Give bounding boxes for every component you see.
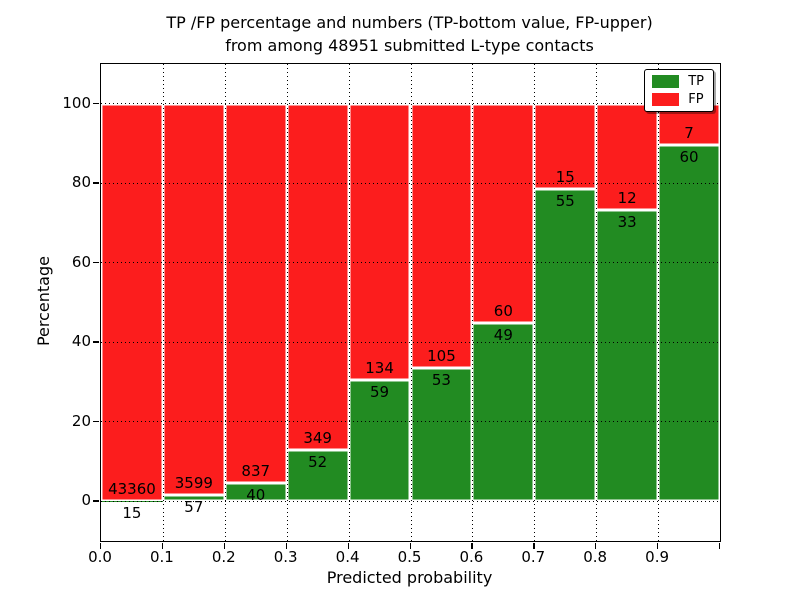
x-tick-label: 0.8 <box>583 548 608 566</box>
chart-title-line1: TP /FP percentage and numbers (TP-bottom… <box>166 13 653 32</box>
chart-title-line2: from among 48951 submitted L-type contac… <box>225 36 594 55</box>
tp-count-label: 52 <box>308 452 328 471</box>
v-gridline <box>658 64 660 541</box>
x-tick-mark <box>533 543 535 549</box>
y-tick-mark <box>93 261 99 264</box>
x-tick-mark <box>223 543 226 549</box>
x-tick-label: 0.7 <box>521 548 546 566</box>
tp-count-label: 60 <box>679 148 699 167</box>
fp-bar-segment <box>410 103 473 368</box>
fp-bar-segment <box>472 103 535 323</box>
legend-entry-fp: FP <box>652 93 704 106</box>
chart-title: TP /FP percentage and numbers (TP-bottom… <box>100 11 719 57</box>
tp-bar-segment <box>534 188 597 502</box>
y-tick-mark <box>93 420 99 423</box>
x-tick-mark <box>409 543 411 549</box>
tp-bar-segment <box>658 145 720 502</box>
tp-count-label: 33 <box>617 212 637 231</box>
legend-entry-tp: TP <box>652 75 704 88</box>
fp-count-label: 349 <box>303 428 332 447</box>
fp-count-label: 15 <box>555 167 575 186</box>
tp-count-label: 49 <box>493 325 513 344</box>
fp-count-label: 837 <box>241 462 271 481</box>
tp-bar-segment <box>410 367 473 502</box>
tp-bar-segment <box>348 379 411 502</box>
x-tick-label: 0.9 <box>645 548 670 566</box>
v-gridline <box>286 64 288 541</box>
v-gridline <box>348 64 350 541</box>
fp-count-label: 43360 <box>108 480 156 499</box>
fp-bar-segment <box>348 103 411 380</box>
tp-bar-segment <box>224 483 287 502</box>
tp-count-label: 57 <box>184 498 204 517</box>
y-tick-label: 100 <box>62 93 91 112</box>
x-tick-mark <box>595 543 597 549</box>
fp-count-label: 134 <box>365 358 394 377</box>
tp-count-label: 40 <box>246 486 266 505</box>
x-tick-label: 0.5 <box>397 548 422 566</box>
y-tick-mark <box>93 500 99 502</box>
tp-count-label: 55 <box>555 191 575 210</box>
tp-bar-segment <box>286 449 349 502</box>
fp-bar-segment <box>224 103 287 484</box>
x-tick-label: 0.6 <box>459 548 484 566</box>
x-tick-mark <box>471 543 473 549</box>
y-tick-label: 80 <box>71 173 91 192</box>
tp-count-label: 15 <box>122 504 142 523</box>
x-tick-mark <box>161 543 164 549</box>
x-tick-mark <box>657 543 659 549</box>
tp-bar-segment <box>472 322 535 502</box>
y-tick-label: 20 <box>71 411 91 430</box>
tp-swatch-icon <box>652 75 680 88</box>
tp-count-label: 59 <box>370 382 390 401</box>
x-tick-label: 0.2 <box>211 548 236 566</box>
x-axis-label: Predicted probability <box>326 568 493 587</box>
y-axis-label: Percentage <box>34 256 53 347</box>
fp-bar-segment <box>596 103 659 210</box>
fp-bar-segment <box>101 103 163 502</box>
tp-bar-segment <box>162 495 225 502</box>
v-gridline <box>162 64 164 541</box>
fp-bar-segment <box>162 103 225 496</box>
x-tick-label: 0.0 <box>88 548 112 566</box>
v-gridline <box>596 64 598 541</box>
y-tick-mark <box>93 182 99 184</box>
v-gridline <box>410 64 412 541</box>
y-tick-mark <box>93 102 99 105</box>
fp-count-label: 60 <box>493 301 513 320</box>
tp-count-label: 53 <box>431 370 451 389</box>
y-tick-label: 60 <box>71 252 91 271</box>
fp-count-label: 105 <box>427 346 456 365</box>
plot-area: 43360 15 3599 57 837 40 349 52 134 59 105 53 60 49 15 5… <box>100 63 721 542</box>
y-tick-mark <box>93 341 99 343</box>
x-tick-mark <box>285 543 287 549</box>
v-gridline <box>224 64 226 541</box>
x-tick-mark <box>719 543 721 549</box>
fp-count-label: 7 <box>684 124 694 143</box>
legend-label-fp: FP <box>688 92 704 107</box>
fp-bar-segment <box>534 103 597 189</box>
x-tick-label: 0.1 <box>149 548 174 566</box>
tp-bar-segment <box>596 209 659 502</box>
x-tick-label: 0.3 <box>273 548 298 566</box>
y-tick-label: 40 <box>71 332 91 351</box>
y-tick-label: 0 <box>81 491 91 510</box>
fp-count-label: 3599 <box>174 474 213 493</box>
x-tick-mark <box>100 543 102 549</box>
v-gridline <box>534 64 536 541</box>
legend-label-tp: TP <box>688 74 704 89</box>
fp-bar-segment <box>286 103 349 450</box>
x-tick-label: 0.4 <box>335 548 360 566</box>
fp-swatch-icon <box>652 93 680 106</box>
x-tick-mark <box>347 543 349 549</box>
fp-count-label: 12 <box>617 188 637 207</box>
legend: TP FP <box>644 69 714 112</box>
v-gridline <box>472 64 474 541</box>
